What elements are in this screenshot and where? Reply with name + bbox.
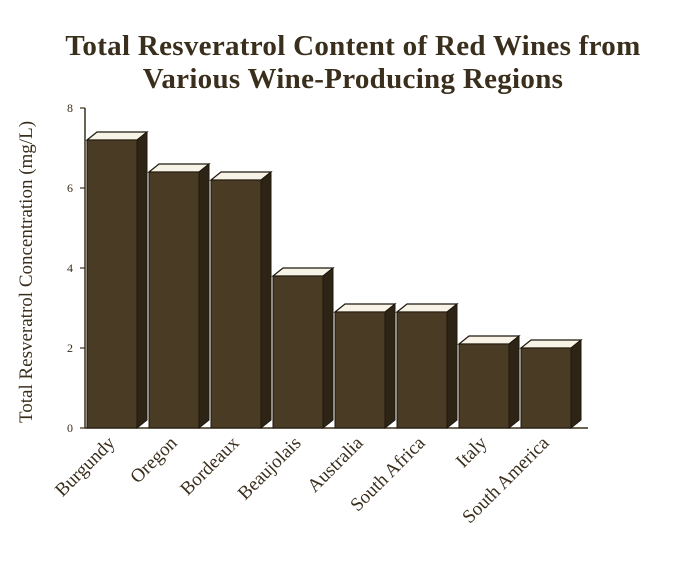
chart-title: Total Resveratrol Content of Red Wines f…	[65, 30, 641, 95]
bar-top	[457, 335, 521, 345]
bar-top	[209, 171, 273, 181]
y-axis-label: Total Resveratrol Concentration (mg/L)	[16, 121, 37, 423]
bar-top	[85, 131, 149, 141]
bar	[458, 343, 510, 429]
bar-top	[395, 303, 459, 313]
bar-side	[136, 130, 148, 430]
x-tick-label: Burgundy	[51, 432, 120, 501]
x-tick-label: Beaujolais	[234, 433, 306, 505]
bar	[334, 311, 386, 429]
y-tick-label: 4	[67, 261, 73, 275]
bar-top	[519, 339, 583, 349]
y-tick-label: 2	[67, 341, 73, 355]
bar-side	[508, 334, 520, 430]
y-tick-label: 6	[67, 181, 73, 195]
y-tick-label: 8	[67, 101, 73, 115]
x-tick-label: Italy	[452, 432, 492, 472]
bar	[520, 347, 572, 429]
bar-top	[333, 303, 397, 313]
bar-side	[570, 338, 582, 430]
bar	[86, 139, 138, 429]
bar	[272, 275, 324, 429]
bar-top	[147, 163, 211, 173]
bar-side	[198, 162, 210, 430]
bar	[210, 179, 262, 429]
y-tick-label: 0	[67, 421, 73, 435]
bar-side	[446, 302, 458, 430]
bar	[148, 171, 200, 429]
bar-side	[260, 170, 272, 430]
bar-side	[384, 302, 396, 430]
bar	[396, 311, 448, 429]
x-tick-label: Oregon	[126, 432, 181, 487]
bar-side	[322, 266, 334, 430]
bar-top	[271, 267, 335, 277]
x-tick-label: Australia	[303, 432, 367, 496]
